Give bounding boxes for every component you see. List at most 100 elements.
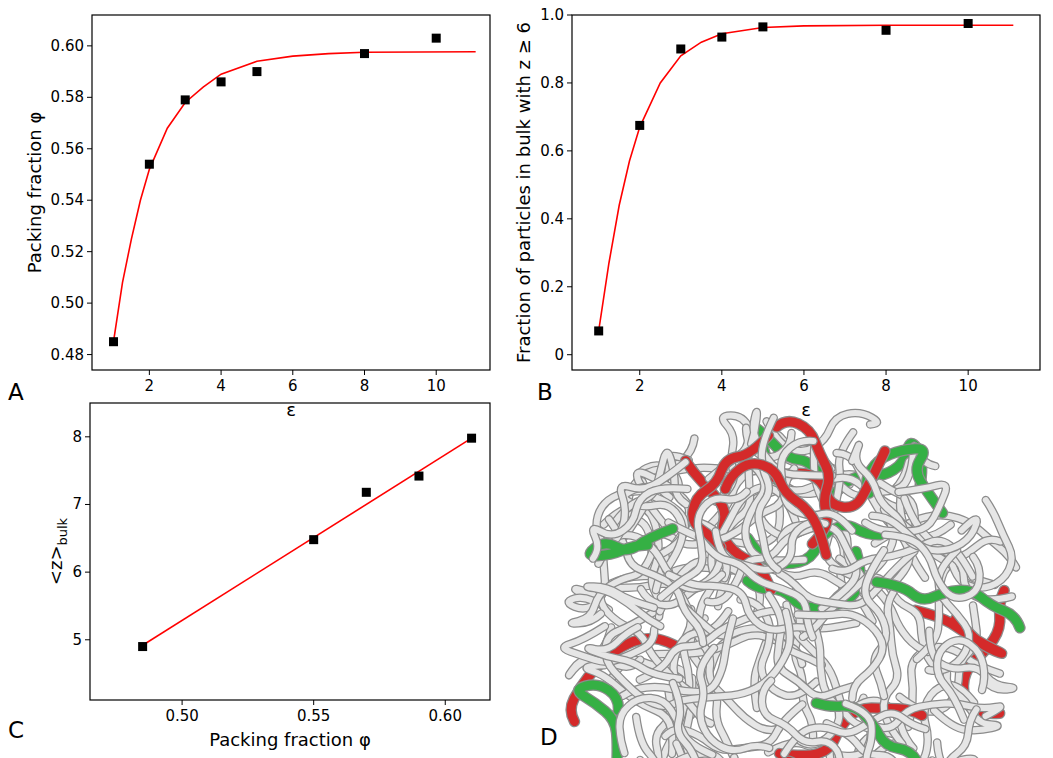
data-point — [467, 434, 476, 443]
data-point — [717, 33, 726, 42]
data-point — [217, 77, 226, 86]
x-tick-label: 6 — [288, 377, 298, 395]
fit-line — [143, 438, 472, 645]
plot-area — [109, 34, 476, 347]
x-tick-label: 0.60 — [429, 707, 462, 725]
data-point — [362, 488, 371, 497]
plot-frame — [92, 15, 490, 370]
strand-outline — [667, 753, 733, 758]
y-tick-label: 0.60 — [51, 37, 84, 55]
x-tick — [886, 370, 887, 375]
plot-frame — [90, 403, 490, 700]
panel-label: C — [8, 717, 24, 743]
strand — [759, 418, 778, 570]
x-tick — [149, 370, 150, 375]
strand-outline — [846, 704, 939, 758]
y-tick-label: 1.0 — [540, 6, 564, 24]
x-tick-label: 2 — [145, 377, 155, 395]
plot-area — [594, 19, 1013, 335]
y-axis-title: <z>bulk — [45, 517, 70, 585]
panel: 24681000.20.40.60.81.0εFraction of parti… — [513, 6, 1040, 420]
tangle — [564, 412, 1020, 758]
strand-outline — [593, 488, 688, 558]
y-tick-label: 0.58 — [51, 88, 84, 106]
data-point — [360, 49, 369, 58]
strand-outline — [579, 685, 619, 758]
x-tick — [292, 370, 293, 375]
x-tick — [364, 370, 365, 375]
strand-outline — [725, 464, 826, 555]
x-tick — [221, 370, 222, 375]
y-tick-label: 8 — [72, 428, 82, 446]
y-tick — [85, 572, 90, 573]
y-tick — [85, 504, 90, 505]
x-tick-label: 6 — [799, 377, 809, 395]
data-point — [676, 44, 685, 53]
x-tick-label: 10 — [427, 377, 446, 395]
strand-outline — [588, 627, 679, 679]
y-tick-label: 0.50 — [51, 294, 84, 312]
x-tick — [721, 370, 722, 375]
y-tick — [567, 150, 572, 151]
strand — [700, 648, 769, 750]
x-tick — [445, 700, 446, 705]
fit-line — [114, 52, 476, 342]
y-tick-label: 0.6 — [540, 142, 564, 160]
x-tick — [968, 370, 969, 375]
data-point — [758, 22, 767, 31]
plot-area — [138, 434, 476, 651]
y-axis-title: Fraction of particles in bulk with z ≥ 6 — [513, 22, 534, 363]
panel-label: A — [8, 379, 24, 405]
y-axis-title: Packing fraction φ — [24, 112, 45, 274]
y-tick-label: 0.8 — [540, 74, 564, 92]
x-tick — [639, 370, 640, 375]
y-tick — [567, 354, 572, 355]
fit-line — [599, 25, 1014, 331]
y-axis-title-main: <z> — [45, 546, 66, 586]
x-tick — [436, 370, 437, 375]
panel: 0.500.550.605678Packing fraction φ<z>bul… — [8, 403, 490, 750]
y-tick-label: 0 — [554, 346, 564, 364]
x-tick-label: 0.50 — [165, 707, 198, 725]
strand — [588, 627, 679, 679]
strand-outline — [700, 648, 769, 750]
x-tick-label: 2 — [635, 377, 645, 395]
strand — [885, 535, 980, 598]
y-tick — [567, 15, 572, 16]
x-tick-label: 4 — [717, 377, 727, 395]
x-tick — [313, 700, 314, 705]
strand — [846, 704, 939, 758]
y-axis-title-main: Packing fraction φ — [24, 112, 45, 274]
strand — [798, 614, 883, 699]
panel-label: B — [537, 379, 553, 405]
strand — [593, 488, 688, 558]
y-tick — [85, 436, 90, 437]
y-tick — [87, 354, 92, 355]
data-point — [145, 160, 154, 169]
y-tick-label: 0.52 — [51, 243, 84, 261]
x-tick-label: 8 — [881, 377, 891, 395]
data-point — [414, 472, 423, 481]
figure: 2468100.480.500.520.540.560.580.60εPacki… — [0, 0, 1053, 758]
panel-label: D — [540, 724, 558, 750]
y-tick — [87, 148, 92, 149]
strand-outline — [759, 418, 778, 570]
data-point — [309, 535, 318, 544]
x-tick-label: 10 — [959, 377, 978, 395]
y-tick-label: 0.2 — [540, 278, 564, 296]
y-axis-title-sub: bulk — [55, 517, 70, 545]
x-tick-label: 8 — [360, 377, 370, 395]
strand-outline — [680, 612, 790, 701]
y-tick-label: 0.56 — [51, 140, 84, 158]
x-axis-title: ε — [801, 399, 811, 420]
y-tick — [87, 303, 92, 304]
strand-outline — [699, 537, 813, 638]
strand — [579, 685, 619, 758]
data-point — [432, 34, 441, 43]
strand-outline — [932, 709, 976, 758]
y-tick-label: 7 — [72, 495, 82, 513]
strand — [932, 709, 976, 758]
data-point — [964, 19, 973, 28]
y-tick-label: 0.48 — [51, 346, 84, 364]
y-tick — [87, 97, 92, 98]
